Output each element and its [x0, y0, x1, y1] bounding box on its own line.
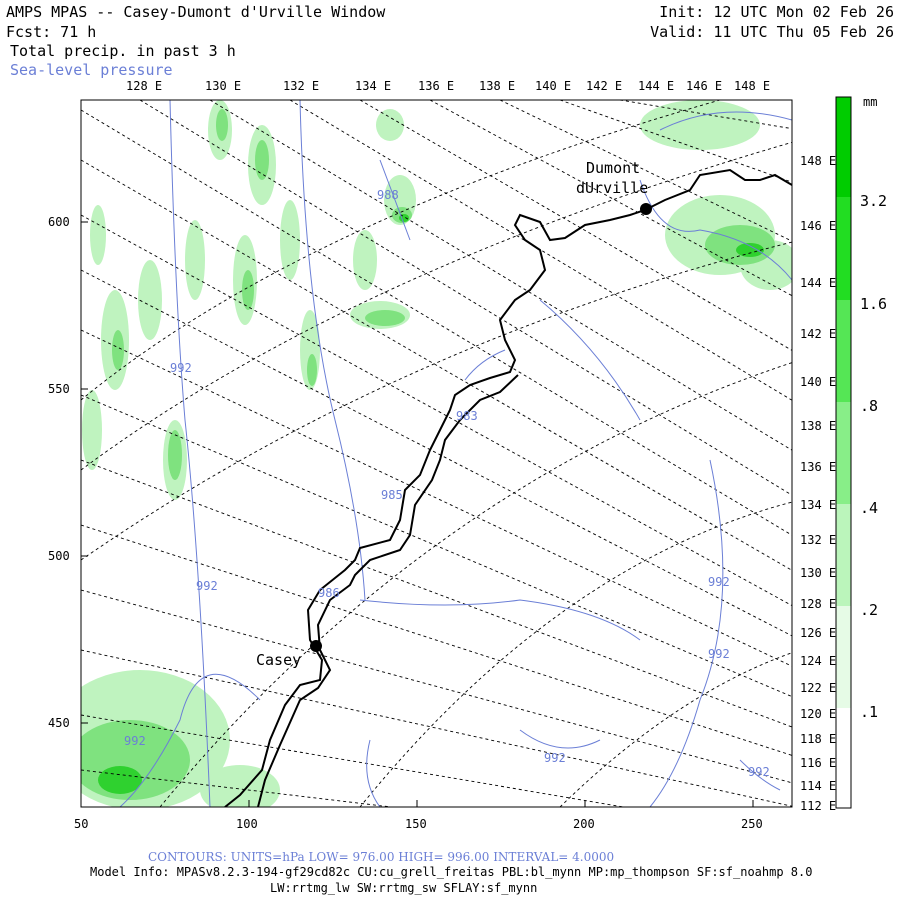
latitude-parallels — [81, 100, 792, 807]
map-frame — [80, 99, 793, 808]
x-tick-label: 100 — [236, 817, 258, 831]
coastline-inner — [257, 374, 519, 807]
lon-label: 134 E — [355, 79, 391, 93]
model-info: Model Info: MPASv8.2.3-194-gf29cd82c CU:… — [90, 865, 813, 879]
colorbar: mm 3.2 1.6 .8 .4 .2 .1 — [835, 95, 887, 809]
x-tick-marks — [80, 800, 754, 807]
colorbar-segment — [836, 197, 851, 300]
lon-label: 136 E — [800, 460, 836, 474]
lon-label: 142 E — [586, 79, 622, 93]
y-tick-marks — [81, 221, 88, 724]
lon-label: 124 E — [800, 654, 836, 668]
lon-label: 132 E — [283, 79, 319, 93]
lon-label: 146 E — [686, 79, 722, 93]
lon-label: 118 E — [800, 732, 836, 746]
lon-label: 132 E — [800, 533, 836, 547]
colorbar-segment — [836, 504, 851, 606]
colorbar-segment — [836, 300, 851, 402]
contours-info: CONTOURS: UNITS=hPa LOW= 976.00 HIGH= 99… — [148, 850, 615, 864]
x-tick-label: 150 — [405, 817, 427, 831]
lon-label: 146 E — [800, 219, 836, 233]
isobar-label: 992 — [708, 647, 730, 661]
colorbar-label: .2 — [860, 601, 878, 619]
x-tick-label: 50 — [74, 817, 88, 831]
lon-label: 122 E — [800, 681, 836, 695]
station-label-dumont: Dumont — [586, 159, 640, 177]
precip-shading — [81, 100, 792, 807]
colorbar-label: .8 — [860, 397, 878, 415]
lon-label: 148 E — [734, 79, 770, 93]
colorbar-frame — [835, 96, 852, 809]
x-tick-label: 250 — [741, 817, 763, 831]
field-slp-label: Sea-level pressure — [10, 61, 173, 79]
isobar-label: 992 — [170, 361, 192, 375]
isobar-label: 992 — [124, 734, 146, 748]
station-markers: Casey Dumont dUrville — [256, 159, 652, 669]
station-label-durville: dUrville — [576, 179, 648, 197]
valid-time: Valid: 11 UTC Thu 05 Feb 26 — [650, 23, 894, 41]
right-longitude-labels: 148 E 146 E 144 E 142 E 140 E 138 E 136 … — [800, 154, 836, 813]
isobar-labels: 988 992 983 985 986 992 992 992 992 992 … — [124, 188, 770, 779]
lon-label: 128 E — [800, 597, 836, 611]
colorbar-label: 3.2 — [860, 192, 887, 210]
lon-label: 112 E — [800, 799, 836, 813]
lon-label: 126 E — [800, 626, 836, 640]
field-precip-label: Total precip. in past 3 h — [10, 42, 236, 60]
lon-label: 116 E — [800, 756, 836, 770]
y-tick-label: 500 — [48, 549, 70, 563]
coastline — [224, 168, 792, 807]
isobar-label: 992 — [708, 575, 730, 589]
lon-label: 130 E — [205, 79, 241, 93]
lon-label: 148 E — [800, 154, 836, 168]
colorbar-label: .1 — [860, 703, 878, 721]
y-tick-labels: 600 550 500 450 — [48, 215, 70, 730]
colorbar-unit: mm — [863, 95, 877, 109]
isobars — [119, 100, 792, 807]
lon-label: 144 E — [638, 79, 674, 93]
lon-label: 136 E — [418, 79, 454, 93]
lon-label: 138 E — [479, 79, 515, 93]
map-title: AMPS MPAS -- Casey-Dumont d'Urville Wind… — [6, 3, 386, 21]
isobar-label: 986 — [318, 586, 340, 600]
lon-label: 120 E — [800, 707, 836, 721]
isobar-label: 992 — [544, 751, 566, 765]
isobar-label: 992 — [748, 765, 770, 779]
lon-label: 114 E — [800, 779, 836, 793]
colorbar-segment — [836, 402, 851, 504]
casey-station-dot — [310, 640, 322, 652]
init-time: Init: 12 UTC Mon 02 Feb 26 — [659, 3, 894, 21]
colorbar-segment — [836, 97, 851, 197]
colorbar-label: 1.6 — [860, 295, 887, 313]
physics-info: LW:rrtmg_lw SW:rrtmg_sw SFLAY:sf_mynn — [270, 881, 538, 895]
top-longitude-labels: 128 E 130 E 132 E 134 E 136 E 138 E 140 … — [126, 79, 770, 93]
lon-label: 128 E — [126, 79, 162, 93]
lon-label: 142 E — [800, 327, 836, 341]
lon-label: 140 E — [535, 79, 571, 93]
lon-label: 140 E — [800, 375, 836, 389]
isobar-label: 992 — [196, 579, 218, 593]
colorbar-label: .4 — [860, 499, 878, 517]
lon-label: 138 E — [800, 419, 836, 433]
lon-label: 144 E — [800, 276, 836, 290]
x-tick-labels: 50 100 150 200 250 — [74, 817, 763, 831]
x-tick-label: 200 — [573, 817, 595, 831]
lon-label: 130 E — [800, 566, 836, 580]
station-label-casey: Casey — [256, 651, 301, 669]
isobar-label: 988 — [377, 188, 399, 202]
y-tick-label: 600 — [48, 215, 70, 229]
y-tick-label: 550 — [48, 382, 70, 396]
isobar-label: 983 — [456, 409, 478, 423]
y-tick-label: 450 — [48, 716, 70, 730]
colorbar-segment — [836, 606, 851, 708]
isobar-label: 985 — [381, 488, 403, 502]
lon-label: 134 E — [800, 498, 836, 512]
colorbar-segment — [836, 708, 851, 808]
dumont-durville-station-dot — [640, 203, 652, 215]
forecast-hour: Fcst: 71 h — [6, 23, 97, 41]
